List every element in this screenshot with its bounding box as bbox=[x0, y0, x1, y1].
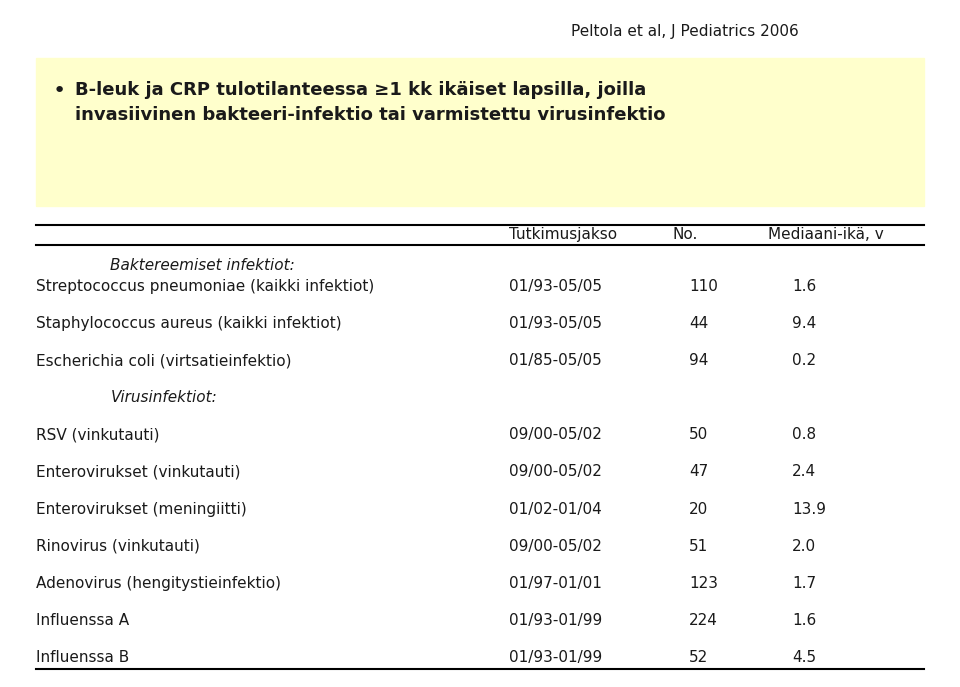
Text: 09/00-05/02: 09/00-05/02 bbox=[509, 464, 602, 480]
Text: Enterovirukset (vinkutauti): Enterovirukset (vinkutauti) bbox=[36, 464, 241, 480]
Text: Baktereemiset infektiot:: Baktereemiset infektiot: bbox=[110, 258, 295, 273]
Text: 0.2: 0.2 bbox=[792, 353, 816, 368]
Text: 1.6: 1.6 bbox=[792, 279, 816, 294]
Text: Rinovirus (vinkutauti): Rinovirus (vinkutauti) bbox=[36, 539, 201, 554]
Text: Escherichia coli (virtsatieinfektio): Escherichia coli (virtsatieinfektio) bbox=[36, 353, 292, 368]
Text: 0.8: 0.8 bbox=[792, 427, 816, 442]
Text: No.: No. bbox=[672, 227, 697, 243]
Text: Tutkimusjakso: Tutkimusjakso bbox=[509, 227, 617, 243]
Text: 2.4: 2.4 bbox=[792, 464, 816, 480]
Text: 09/00-05/02: 09/00-05/02 bbox=[509, 539, 602, 554]
Text: 51: 51 bbox=[689, 539, 708, 554]
Text: 01/93-01/99: 01/93-01/99 bbox=[509, 613, 602, 628]
Text: 50: 50 bbox=[689, 427, 708, 442]
Text: 52: 52 bbox=[689, 650, 708, 665]
Text: •: • bbox=[53, 81, 66, 101]
Text: Peltola et al, J Pediatrics 2006: Peltola et al, J Pediatrics 2006 bbox=[571, 24, 799, 39]
Text: 1.7: 1.7 bbox=[792, 576, 816, 591]
Text: 01/93-05/05: 01/93-05/05 bbox=[509, 279, 602, 294]
Text: 1.6: 1.6 bbox=[792, 613, 816, 628]
Text: Streptococcus pneumoniae (kaikki infektiot): Streptococcus pneumoniae (kaikki infekti… bbox=[36, 279, 374, 294]
Text: 13.9: 13.9 bbox=[792, 502, 826, 517]
Text: 09/00-05/02: 09/00-05/02 bbox=[509, 427, 602, 442]
Text: 4.5: 4.5 bbox=[792, 650, 816, 665]
Text: invasiivinen bakteeri-infektio tai varmistettu virusinfektio: invasiivinen bakteeri-infektio tai varmi… bbox=[75, 106, 665, 124]
Text: Staphylococcus aureus (kaikki infektiot): Staphylococcus aureus (kaikki infektiot) bbox=[36, 316, 342, 331]
Text: B-leuk ja CRP tulotilanteessa ≥1 kk ikäiset lapsilla, joilla: B-leuk ja CRP tulotilanteessa ≥1 kk ikäi… bbox=[75, 81, 646, 99]
Text: 47: 47 bbox=[689, 464, 708, 480]
Text: Influenssa A: Influenssa A bbox=[36, 613, 130, 628]
Text: 110: 110 bbox=[689, 279, 718, 294]
Text: 01/97-01/01: 01/97-01/01 bbox=[509, 576, 602, 591]
Text: 01/02-01/04: 01/02-01/04 bbox=[509, 502, 602, 517]
Text: Influenssa B: Influenssa B bbox=[36, 650, 130, 665]
Text: Mediaani-ikä, v: Mediaani-ikä, v bbox=[768, 227, 884, 243]
Text: 01/93-01/99: 01/93-01/99 bbox=[509, 650, 602, 665]
Text: Enterovirukset (meningiitti): Enterovirukset (meningiitti) bbox=[36, 502, 248, 517]
Text: 01/85-05/05: 01/85-05/05 bbox=[509, 353, 602, 368]
Text: 20: 20 bbox=[689, 502, 708, 517]
Text: 44: 44 bbox=[689, 316, 708, 331]
Text: Virusinfektiot:: Virusinfektiot: bbox=[110, 390, 217, 405]
Text: 94: 94 bbox=[689, 353, 708, 368]
Text: 123: 123 bbox=[689, 576, 718, 591]
Text: 224: 224 bbox=[689, 613, 718, 628]
Text: 9.4: 9.4 bbox=[792, 316, 816, 331]
Text: RSV (vinkutauti): RSV (vinkutauti) bbox=[36, 427, 160, 442]
Text: Adenovirus (hengitystieinfektio): Adenovirus (hengitystieinfektio) bbox=[36, 576, 281, 591]
Text: 2.0: 2.0 bbox=[792, 539, 816, 554]
Text: 01/93-05/05: 01/93-05/05 bbox=[509, 316, 602, 331]
